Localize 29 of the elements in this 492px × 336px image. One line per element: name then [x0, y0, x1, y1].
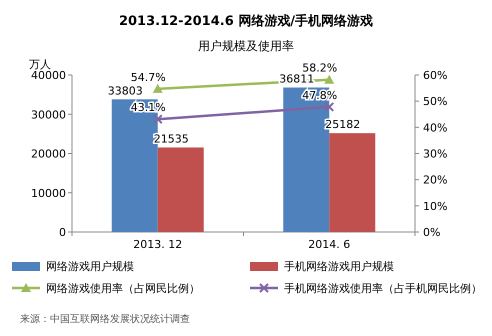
- y-tick-label: 0: [59, 226, 66, 239]
- bar: [329, 133, 376, 232]
- legend-label: 手机网络游戏用户规模: [284, 260, 394, 273]
- y2-tick-label: 10%: [423, 200, 448, 213]
- data-label: 54.7%: [130, 70, 166, 84]
- source-note: 来源：中国互联网络发展状况统计调查: [20, 313, 190, 325]
- chart-title: 2013.12-2014.6 网络游戏/手机网络游戏: [118, 13, 374, 29]
- legend-label: 网络游戏使用率（占网民比例）: [46, 282, 200, 295]
- legend-label: 手机网络游戏使用率（占手机网民比例）: [284, 282, 482, 295]
- data-label: 33803: [108, 84, 143, 98]
- y-axis-title: 万人: [29, 58, 51, 71]
- point: [324, 102, 334, 112]
- y2-tick-label: 60%: [423, 69, 448, 82]
- y-tick-label: 30000: [31, 108, 66, 122]
- data-label: 58.2%: [302, 62, 338, 75]
- x-tick-label: 2013. 12: [133, 238, 182, 251]
- y2-tick-label: 50%: [423, 95, 448, 108]
- y-tick-label: 20000: [31, 148, 66, 160]
- chart-subtitle: 用户规模及使用率: [198, 39, 294, 53]
- y-tick-label: 40000: [31, 69, 66, 82]
- y2-tick-label: 0%: [423, 226, 440, 239]
- y2-tick-label: 20%: [423, 174, 448, 187]
- x-tick-label: 2014. 6: [308, 238, 350, 251]
- y-tick-label: 10000: [31, 186, 66, 200]
- bar: [158, 147, 204, 232]
- y2-tick-label: 40%: [423, 121, 448, 134]
- point: [152, 114, 163, 124]
- y2-tick-label: 30%: [423, 148, 448, 160]
- legend-label: 网络游戏用户规模: [46, 260, 134, 273]
